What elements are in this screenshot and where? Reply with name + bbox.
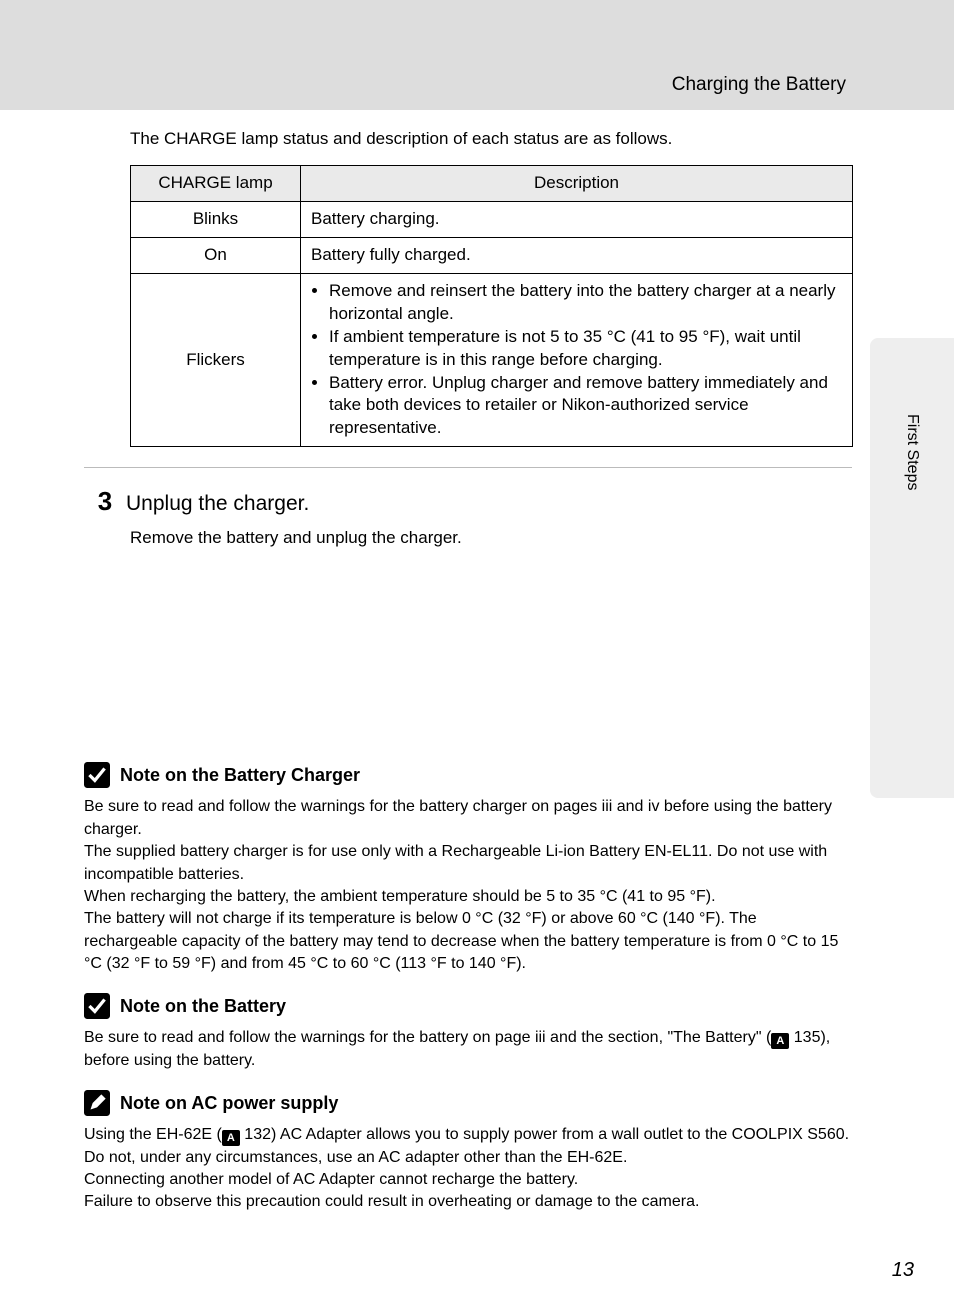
cell-desc: Battery fully charged. xyxy=(301,237,853,273)
side-tab: First Steps xyxy=(870,338,954,798)
note-title: Note on AC power supply xyxy=(120,1091,338,1115)
page-number: 13 xyxy=(892,1257,914,1284)
page-body: First Steps The CHARGE lamp status and d… xyxy=(0,110,954,1314)
charge-lamp-table: CHARGE lamp Description Blinks Battery c… xyxy=(130,165,853,447)
cell-desc: Remove and reinsert the battery into the… xyxy=(301,273,853,447)
step-body: Remove the battery and unplug the charge… xyxy=(130,527,852,550)
side-tab-label: First Steps xyxy=(901,414,923,490)
note-para: Be sure to read and follow the warnings … xyxy=(84,796,852,841)
note-body: Using the EH-62E (A 132) AC Adapter allo… xyxy=(84,1124,852,1214)
table-header-desc: Description xyxy=(301,165,853,201)
content-area: The CHARGE lamp status and description o… xyxy=(84,128,852,1214)
check-icon xyxy=(84,993,110,1019)
check-icon xyxy=(84,762,110,788)
note-para: When recharging the battery, the ambient… xyxy=(84,886,852,908)
note-heading: Note on AC power supply xyxy=(84,1090,852,1116)
section-header: Charging the Battery xyxy=(672,72,846,98)
note-body: Be sure to read and follow the warnings … xyxy=(84,796,852,975)
step-number: 3 xyxy=(84,484,126,519)
step-title: Unplug the charger. xyxy=(126,490,309,518)
bullet: Battery error. Unplug charger and remove… xyxy=(329,372,842,441)
pencil-icon xyxy=(84,1090,110,1116)
table-row: Flickers Remove and reinsert the battery… xyxy=(131,273,853,447)
note-para: Failure to observe this precaution could… xyxy=(84,1191,852,1213)
note-heading: Note on the Battery xyxy=(84,993,852,1019)
table-row: Blinks Battery charging. xyxy=(131,201,853,237)
note-para: Be sure to read and follow the warnings … xyxy=(84,1027,852,1072)
note-para: The battery will not charge if its tempe… xyxy=(84,908,852,975)
cell-lamp: On xyxy=(131,237,301,273)
intro-text: The CHARGE lamp status and description o… xyxy=(130,128,852,151)
table-header-lamp: CHARGE lamp xyxy=(131,165,301,201)
text: Using the EH-62E ( xyxy=(84,1126,222,1143)
note-para: Using the EH-62E (A 132) AC Adapter allo… xyxy=(84,1124,852,1169)
text: Be sure to read and follow the warnings … xyxy=(84,1029,771,1046)
note-title: Note on the Battery Charger xyxy=(120,763,360,787)
bullet: If ambient temperature is not 5 to 35 °C… xyxy=(329,326,842,372)
note-body: Be sure to read and follow the warnings … xyxy=(84,1027,852,1072)
note-para: The supplied battery charger is for use … xyxy=(84,841,852,886)
ref: 135 xyxy=(794,1029,821,1046)
note-title: Note on the Battery xyxy=(120,994,286,1018)
ref: 132 xyxy=(244,1126,271,1143)
cell-lamp: Flickers xyxy=(131,273,301,447)
step: 3 Unplug the charger. xyxy=(84,467,852,519)
note-para: Connecting another model of AC Adapter c… xyxy=(84,1169,852,1191)
page-ref-icon: A xyxy=(222,1130,240,1146)
bullet: Remove and reinsert the battery into the… xyxy=(329,280,842,326)
page-ref-icon: A xyxy=(771,1033,789,1049)
notes: Note on the Battery Charger Be sure to r… xyxy=(84,762,852,1213)
cell-lamp: Blinks xyxy=(131,201,301,237)
cell-desc: Battery charging. xyxy=(301,201,853,237)
table-row: On Battery fully charged. xyxy=(131,237,853,273)
note-heading: Note on the Battery Charger xyxy=(84,762,852,788)
